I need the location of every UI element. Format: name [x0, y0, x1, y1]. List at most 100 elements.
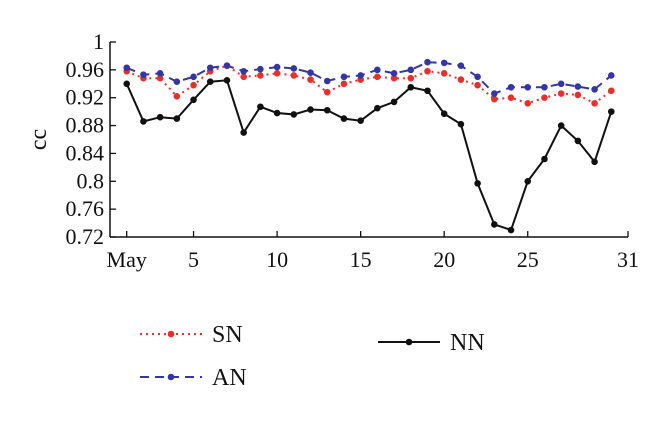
data-point-sn — [507, 94, 515, 102]
y-tick-label: 0.88 — [66, 113, 105, 138]
data-point-an — [574, 83, 582, 90]
legend-marker-an — [167, 373, 175, 381]
data-point-an — [273, 63, 281, 71]
data-point-nn — [223, 77, 231, 84]
data-point-an — [491, 90, 498, 97]
data-point-sn — [173, 93, 181, 100]
data-point-nn — [474, 180, 481, 187]
data-point-an — [323, 77, 331, 85]
axes: 0.72 0.76 0.8 0.840.88 0.92 0.96 1 May 5 10 15 20 25… — [26, 29, 639, 272]
data-point-nn — [173, 115, 181, 122]
x-tick-label: 31 — [617, 247, 639, 272]
data-point-nn — [524, 177, 532, 185]
data-point-nn — [123, 80, 131, 88]
legend-marker-sn — [167, 330, 175, 338]
data-point-sn — [591, 99, 598, 107]
legend-marker-nn — [405, 338, 413, 346]
series-nn — [123, 77, 615, 234]
y-tick-label: 0.92 — [66, 85, 105, 110]
data-point-an — [156, 70, 164, 77]
data-point-an — [190, 73, 197, 81]
data-point-nn — [340, 115, 348, 122]
data-point-sn — [290, 72, 298, 79]
data-point-an — [507, 83, 515, 91]
data-point-nn — [557, 122, 565, 129]
data-point-an — [357, 72, 364, 79]
data-point-an — [390, 70, 398, 77]
data-point-nn — [307, 106, 314, 113]
data-point-sn — [307, 76, 314, 83]
data-point-an — [457, 62, 465, 69]
data-point-an — [424, 58, 431, 66]
data-point-nn — [491, 221, 498, 228]
data-point-nn — [273, 109, 281, 117]
data-point-an — [290, 65, 298, 72]
data-point-sn — [374, 73, 381, 81]
data-point-sn — [607, 87, 615, 95]
legend: SN AN NN — [140, 322, 485, 391]
y-tick-label: 0.72 — [66, 224, 105, 249]
data-point-nn — [457, 120, 465, 128]
data-point-sn — [457, 76, 465, 83]
data-point-sn — [440, 70, 448, 77]
data-point-nn — [607, 108, 615, 115]
data-point-an — [440, 59, 448, 67]
data-point-an — [407, 66, 415, 74]
data-point-nn — [407, 83, 415, 91]
y-tick-label: 1 — [93, 29, 104, 54]
data-point-sn — [257, 72, 264, 79]
data-point-an — [173, 78, 181, 85]
data-point-an — [541, 83, 548, 91]
data-point-nn — [323, 106, 331, 114]
data-point-nn — [140, 118, 147, 125]
data-point-an — [374, 66, 381, 74]
data-point-nn — [591, 158, 598, 166]
x-tick-label: 15 — [350, 247, 372, 272]
data-point-sn — [557, 90, 565, 97]
x-tick-label: May — [107, 247, 147, 272]
legend-item-nn: NN — [378, 330, 485, 356]
data-point-sn — [323, 88, 331, 96]
data-point-nn — [374, 104, 381, 112]
data-point-sn — [190, 81, 197, 89]
data-point-an — [591, 86, 598, 93]
data-point-nn — [424, 87, 431, 95]
legend-label-nn: NN — [450, 330, 485, 356]
data-point-an — [140, 71, 147, 79]
data-point-an — [474, 73, 481, 81]
data-point-sn — [273, 70, 281, 77]
data-point-nn — [507, 226, 515, 234]
data-point-an — [524, 83, 532, 91]
x-tick-label: 5 — [188, 247, 199, 272]
y-tick-label: 0.96 — [66, 57, 105, 82]
y-tick-label: 0.8 — [77, 168, 105, 193]
data-point-an — [307, 69, 314, 76]
data-point-sn — [491, 95, 498, 103]
data-point-nn — [257, 103, 264, 111]
data-point-sn — [407, 74, 415, 82]
data-point-sn — [240, 73, 247, 81]
legend-label-an: AN — [212, 365, 247, 391]
data-point-nn — [240, 129, 247, 136]
series-sn — [123, 62, 615, 107]
data-point-an — [206, 64, 214, 72]
data-point-an — [223, 62, 231, 69]
y-axis-title: cc — [26, 129, 52, 150]
data-point-sn — [524, 99, 532, 107]
data-point-sn — [541, 94, 548, 102]
data-point-nn — [440, 110, 448, 118]
data-point-nn — [390, 98, 398, 106]
data-point-an — [557, 80, 565, 88]
data-point-nn — [206, 78, 214, 85]
data-point-nn — [190, 96, 197, 104]
legend-item-an: AN — [140, 365, 247, 391]
data-point-nn — [541, 155, 548, 163]
legend-label-sn: SN — [212, 322, 243, 348]
series-lines — [123, 58, 615, 234]
legend-item-sn: SN — [140, 322, 243, 348]
series-line-nn — [125, 79, 613, 232]
x-tick-label: 10 — [266, 247, 288, 272]
data-point-sn — [574, 91, 582, 99]
data-point-an — [240, 67, 247, 75]
